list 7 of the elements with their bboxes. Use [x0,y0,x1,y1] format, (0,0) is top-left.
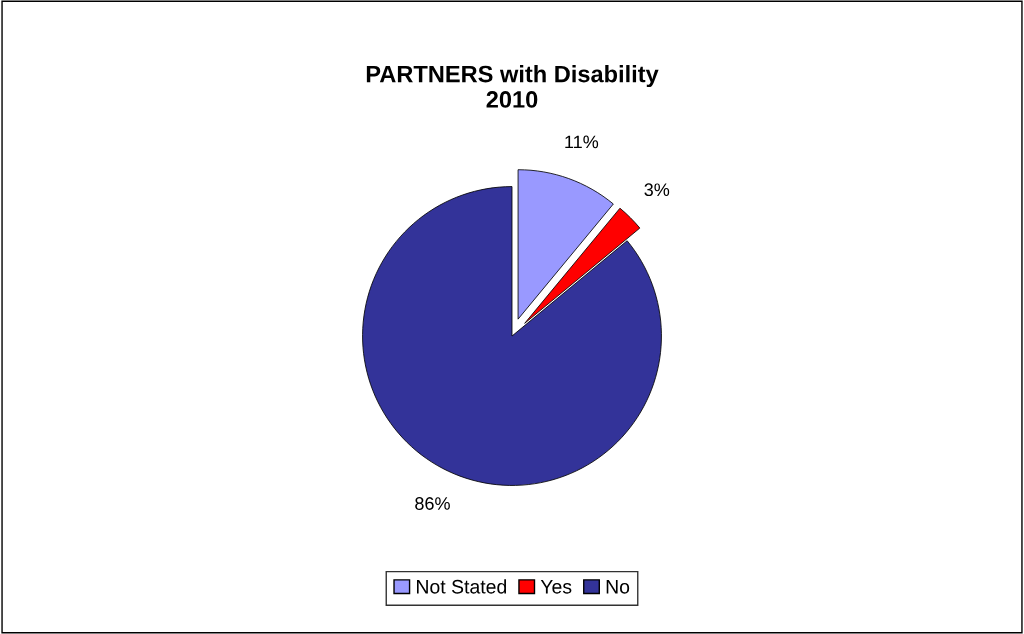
data-label: 3% [644,183,670,197]
data-label: 11% [565,135,599,149]
chart-title: PARTNERS with Disability 2010 [366,65,659,108]
legend-label: Not Stated [417,579,507,594]
legend-label: No [606,580,630,594]
data-label: 86% [415,497,450,510]
legend-label: Yes [540,580,572,594]
